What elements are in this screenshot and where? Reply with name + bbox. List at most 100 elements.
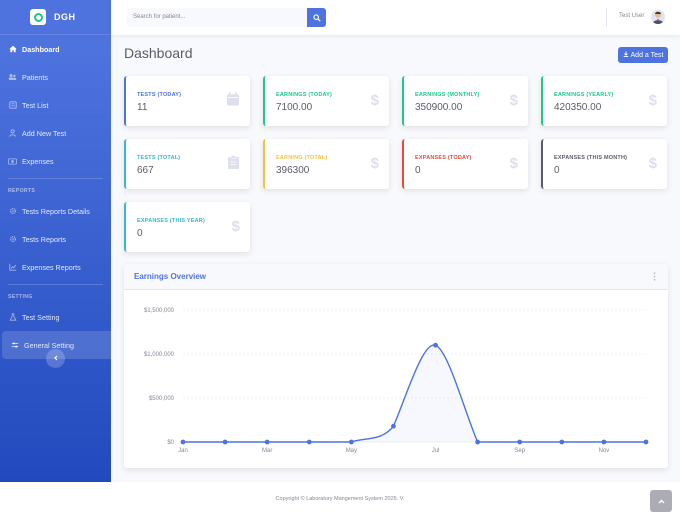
card-label: EARNING (TOTAL)	[276, 155, 328, 161]
sidebar-item-add-new-test[interactable]: Add New Test	[0, 119, 111, 147]
card-value: 7100.00	[276, 102, 313, 113]
sidebar-item-tests-reports-details[interactable]: Tests Reports Details	[0, 197, 111, 225]
x-tick-label: Jan	[178, 448, 188, 454]
add-test-button[interactable]: Add a Test	[618, 47, 668, 63]
x-tick-label: Nov	[599, 448, 610, 454]
sidebar-item-label: Test List	[22, 100, 49, 110]
brand-name: DGH	[54, 12, 76, 22]
earnings-area-chart: $0 $500,000 $1,000,000 $1,500,000 Jan Mar May J…	[144, 308, 649, 454]
data-point	[264, 439, 270, 445]
x-tick-label: Mar	[262, 448, 272, 454]
stat-card-earning-total: EARNING (TOTAL) 396300 $	[263, 139, 389, 189]
sidebar-item-label: Dashboard	[22, 44, 60, 54]
chart-title: Earnings Overview	[134, 272, 207, 281]
card-label: EXPANSES (THIS YEAR)	[137, 218, 205, 224]
stat-card-earnings-today: EARNINGS (TODAY) 7100.00 $	[263, 76, 389, 126]
flask-icon	[8, 313, 17, 322]
brand-logo-icon	[30, 9, 46, 25]
user-plus-icon	[8, 129, 17, 138]
data-point	[348, 439, 354, 445]
x-tick-label: Sep	[514, 448, 525, 454]
card-label: EXPANSES (TODAY)	[415, 155, 472, 161]
sidebar-item-label: General Setting	[24, 340, 74, 350]
cogs-icon	[8, 207, 17, 216]
sidebar-item-test-list[interactable]: Test List	[0, 91, 111, 119]
users-icon	[8, 73, 17, 82]
stat-card-tests-total: TESTS (TOTAL) 667	[124, 139, 250, 189]
sidebar-divider	[8, 178, 103, 179]
footer: Copyright © Laboratory Mangement System …	[0, 482, 680, 520]
sidebar-item-label: Expenses Reports	[22, 262, 81, 272]
chart-icon	[8, 263, 17, 272]
card-label: EXPANSES (THIS MONTH)	[554, 155, 628, 161]
data-point	[517, 439, 523, 445]
dollar-icon: $	[370, 155, 379, 172]
card-value: 0	[415, 165, 421, 176]
card-label: EARNINGS (MONTHLY)	[415, 92, 480, 98]
avatar[interactable]	[651, 10, 665, 24]
sidebar-item-label: Add New Test	[22, 128, 67, 138]
card-value: 396300	[276, 165, 310, 176]
sidebar: DGH Dashboard Patients Test List Add New…	[0, 0, 111, 482]
data-point	[475, 439, 481, 445]
sidebar-item-patients[interactable]: Patients	[0, 63, 111, 91]
chart-card-header: Earnings Overview	[124, 264, 668, 290]
sidebar-item-label: Expenses	[22, 156, 54, 166]
data-point	[306, 439, 312, 445]
sidebar-item-dashboard[interactable]: Dashboard	[0, 35, 111, 63]
search-input[interactable]: Search for patient...	[127, 8, 307, 27]
card-label: TESTS (TODAY)	[137, 92, 182, 98]
y-tick-label: $1,000,000	[144, 352, 175, 358]
data-point	[180, 439, 186, 445]
sliders-icon	[10, 341, 19, 350]
sidebar-item-expenses-reports[interactable]: Expenses Reports	[0, 253, 111, 281]
money-icon	[8, 157, 17, 166]
scroll-to-top-button[interactable]	[650, 490, 672, 512]
more-vertical-icon[interactable]	[653, 272, 656, 283]
sidebar-item-expenses[interactable]: Expenses	[0, 147, 111, 175]
stat-card-expanses-this-month: EXPANSES (THIS MONTH) 0 $	[541, 139, 667, 189]
page-title: Dashboard	[124, 45, 193, 61]
add-test-label: Add a Test	[630, 51, 664, 59]
clipboard-icon	[227, 155, 240, 173]
sidebar-item-tests-reports[interactable]: Tests Reports	[0, 225, 111, 253]
data-point	[559, 439, 565, 445]
data-point	[222, 439, 228, 445]
card-label: TESTS (TOTAL)	[137, 155, 181, 161]
user-name[interactable]: Test User	[619, 13, 645, 19]
sidebar-item-general-setting[interactable]: General Setting	[2, 331, 111, 359]
earnings-overview-card: Earnings Overview $0 $500,000 $1,000,000 $1…	[124, 264, 668, 468]
home-icon	[8, 45, 17, 54]
sidebar-heading-setting: SETTING	[8, 294, 33, 300]
list-icon	[8, 101, 17, 110]
y-tick-label: $500,000	[149, 396, 175, 402]
data-point	[643, 439, 649, 445]
data-point	[391, 423, 396, 429]
x-tick-label: May	[346, 448, 357, 454]
copyright-text: Copyright © Laboratory Mangement System …	[275, 496, 405, 502]
calendar-icon	[226, 92, 240, 110]
sidebar-item-label: Patients	[22, 72, 48, 82]
card-value: 0	[137, 228, 143, 239]
card-value: 420350.00	[554, 102, 602, 113]
dollar-icon: $	[231, 218, 240, 235]
download-icon	[623, 51, 629, 59]
y-tick-label: $0	[167, 440, 174, 446]
search-button[interactable]	[307, 8, 326, 27]
sidebar-item-test-setting[interactable]: Test Setting	[0, 303, 111, 331]
sidebar-item-label: Test Setting	[22, 312, 60, 322]
stat-card-earnings-monthly: EARNINGS (MONTHLY) 350900.00 $	[402, 76, 528, 126]
sidebar-brand[interactable]: DGH	[0, 0, 111, 35]
x-tick-label: Jul	[432, 448, 440, 454]
sidebar-item-label: Tests Reports	[22, 234, 66, 244]
data-point	[601, 439, 607, 445]
topbar: Search for patient... Test User	[111, 0, 680, 35]
sidebar-toggle-button[interactable]	[46, 349, 65, 368]
search-icon	[312, 9, 321, 27]
y-tick-label: $1,500,000	[144, 308, 175, 314]
sidebar-heading-reports: REPORTS	[8, 188, 36, 194]
data-point	[433, 342, 438, 348]
chevron-up-icon	[658, 496, 665, 506]
sidebar-divider	[8, 284, 103, 285]
sidebar-item-label: Tests Reports Details	[22, 206, 90, 216]
